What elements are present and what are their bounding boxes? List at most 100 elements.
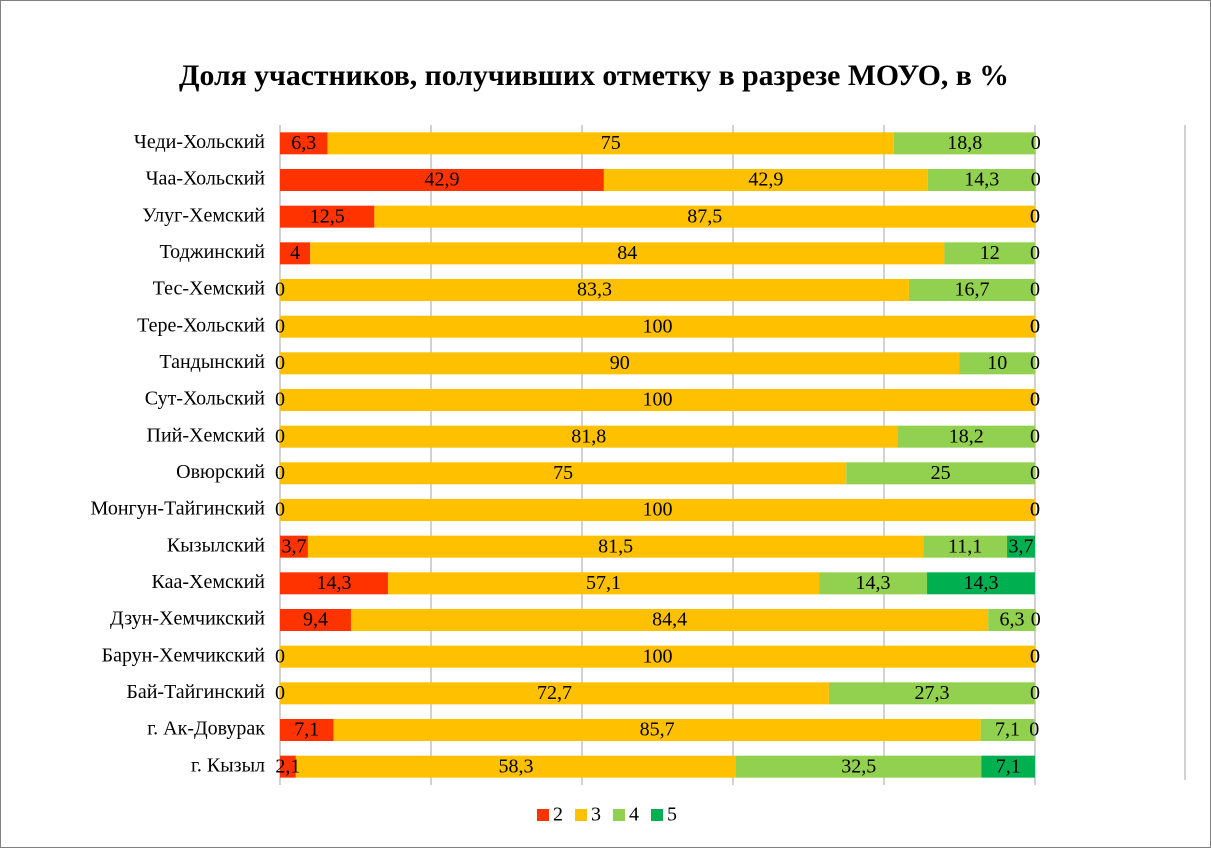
data-label: 3,7 (281, 535, 306, 557)
data-label: 75 (601, 132, 621, 154)
data-label: 0 (1030, 499, 1040, 521)
legend-label: 3 (591, 804, 601, 826)
data-label: 85,7 (640, 719, 675, 741)
data-label: 100 (643, 315, 673, 337)
bar-segment (897, 425, 1035, 448)
data-label: 14,3 (964, 169, 999, 191)
data-label: 6,3 (999, 609, 1024, 631)
data-label: 25 (931, 462, 951, 484)
bar-segment (944, 242, 1035, 265)
data-label: 9,4 (303, 609, 328, 631)
legend-label: 4 (629, 804, 639, 826)
data-label: 0 (1031, 609, 1041, 631)
data-label: 0 (1030, 315, 1040, 337)
bar-segment (280, 132, 328, 155)
data-label: 7,1 (995, 719, 1020, 741)
data-label: 0 (1030, 499, 1040, 521)
data-label: 2,1 (275, 755, 300, 777)
bar-segment (280, 462, 847, 485)
data-label: 100 (643, 389, 673, 411)
data-label: 14,3 (316, 572, 351, 594)
bar-segment (280, 755, 296, 778)
data-label: 18,2 (949, 425, 984, 447)
bar-segment (736, 755, 982, 778)
data-label: 81,8 (571, 425, 606, 447)
data-label: 16,7 (954, 279, 989, 301)
data-label: 100 (643, 499, 673, 521)
y-tick-label: Чеди-Хольский (134, 131, 265, 153)
bar-segment (280, 389, 1035, 411)
data-label: 0 (1030, 205, 1040, 227)
bar-segment (280, 352, 960, 375)
data-label: 14,3 (856, 572, 891, 594)
bar-segment (1007, 535, 1035, 558)
y-tick-label: Дзун-Хемчикский (110, 608, 265, 630)
data-label: 32,5 (841, 755, 876, 777)
legend-swatch (575, 809, 587, 821)
data-label: 12,5 (310, 205, 345, 227)
data-label: 4 (290, 242, 300, 264)
data-label: 0 (1030, 645, 1040, 667)
data-label: 0 (275, 279, 285, 301)
bar-segment (280, 609, 351, 631)
data-label: 0 (1030, 242, 1040, 264)
y-tick-label: Тандынский (159, 351, 265, 373)
bar-segment (280, 535, 308, 558)
bar-segment (280, 315, 1035, 338)
data-label: 18,8 (947, 132, 982, 154)
data-label: 0 (275, 315, 285, 337)
legend-label: 5 (667, 804, 677, 826)
data-label: 58,3 (498, 755, 533, 777)
data-label: 12 (980, 242, 1000, 264)
bar-segment (280, 682, 829, 705)
bar-segment (927, 169, 1036, 191)
data-label: 83,3 (577, 279, 612, 301)
data-label: 0 (1029, 719, 1039, 741)
data-label: 0 (1030, 205, 1040, 227)
data-label: 0 (275, 389, 285, 411)
data-label: 0 (1030, 682, 1040, 704)
y-tick-label: Пий-Хемский (147, 424, 266, 446)
bar-segment (280, 719, 334, 741)
bar-segment (280, 169, 604, 191)
data-label: 0 (275, 645, 285, 667)
y-tick-label: Чаа-Хольский (146, 168, 266, 190)
data-label: 81,5 (598, 535, 633, 557)
data-label: 0 (275, 352, 285, 374)
bar-segment (280, 425, 898, 448)
y-tick-label: г. Кызыл (191, 754, 265, 776)
legend-swatch (613, 809, 625, 821)
data-label: 0 (275, 499, 285, 521)
bar-segment (310, 242, 945, 265)
bar-segment (819, 572, 928, 595)
y-tick-label: Тес-Хемский (153, 278, 266, 300)
data-label: 0 (1030, 389, 1040, 411)
bar-segment (893, 132, 1036, 155)
bar-segment (280, 279, 909, 301)
data-label: 6,3 (291, 132, 316, 154)
data-label: 0 (1030, 315, 1040, 337)
data-label: 87,5 (687, 205, 722, 227)
bar-segment (280, 242, 311, 265)
data-label: 14,3 (964, 572, 999, 594)
bar-segment (280, 645, 1035, 668)
data-label: 7,1 (996, 755, 1021, 777)
data-label: 10 (987, 352, 1007, 374)
data-label: 0 (275, 462, 285, 484)
bar-segment (981, 755, 1035, 778)
bar-segment (980, 719, 1035, 741)
bar-segment (280, 205, 375, 228)
y-tick-label: Каа-Хемский (152, 571, 266, 593)
data-label: 0 (1030, 352, 1040, 374)
data-label: 57,1 (586, 572, 621, 594)
data-label: 27,3 (914, 682, 949, 704)
bar-segment (374, 205, 1035, 228)
bar-segment (350, 609, 989, 631)
bar-segment (387, 572, 820, 595)
chart-title: Доля участников, получивших отметку в ра… (179, 59, 1009, 92)
legend-label: 2 (553, 804, 563, 826)
legend-swatch (651, 809, 663, 821)
y-tick-label: г. Ак-Довурак (147, 718, 265, 740)
y-tick-label: Овюрский (176, 461, 265, 483)
bar-segment (280, 499, 1035, 521)
